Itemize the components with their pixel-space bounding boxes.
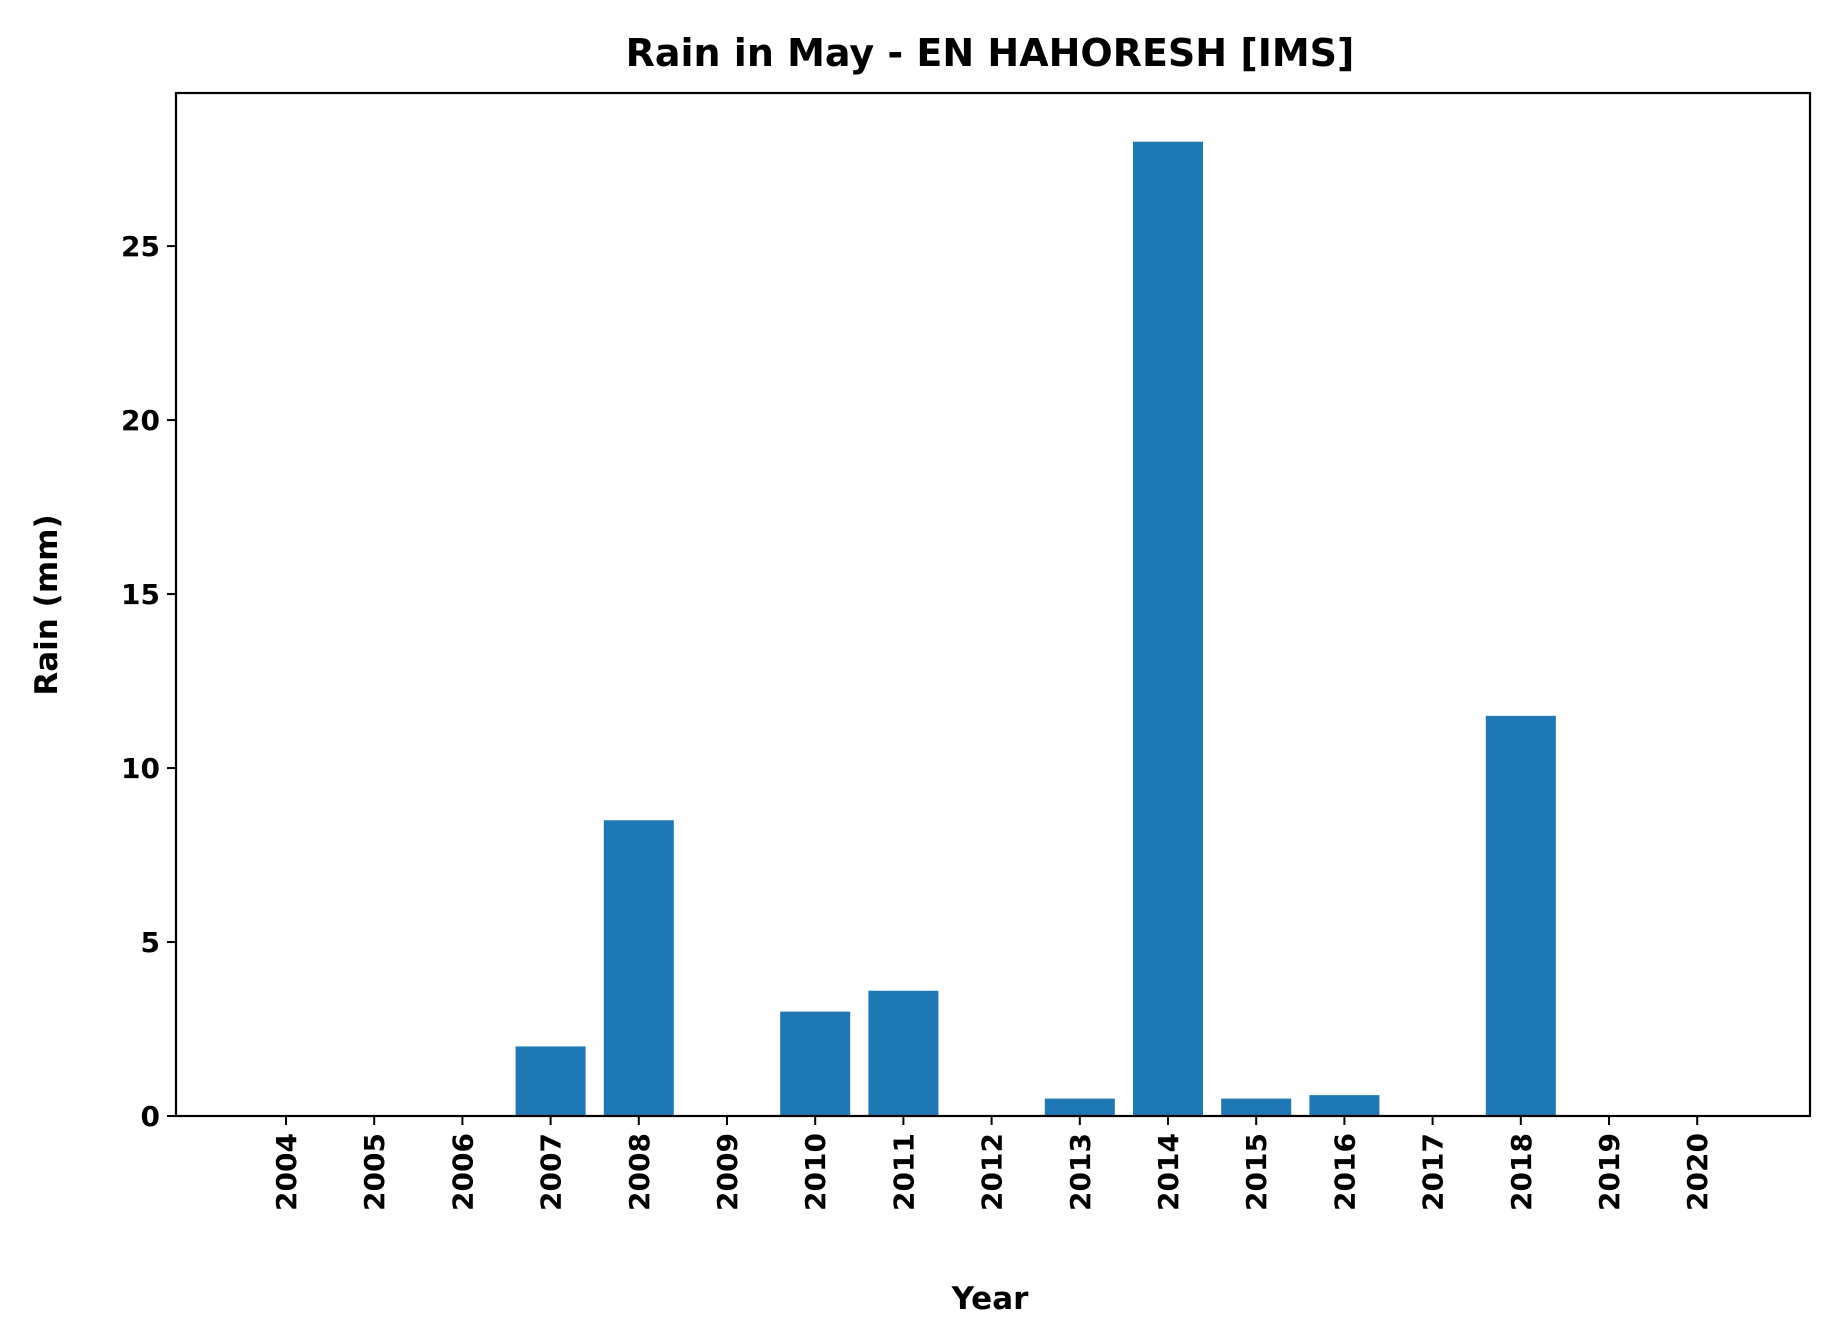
- bar-2018: [1485, 715, 1556, 1116]
- bar-2010: [780, 1011, 851, 1116]
- bar-2013: [1044, 1098, 1115, 1116]
- x-tick-label: 2010: [799, 1133, 832, 1211]
- x-tick-label: 2005: [358, 1133, 391, 1211]
- y-tick-label: 25: [121, 230, 160, 263]
- plot-frame: [174, 91, 1812, 1118]
- x-tick-label: 2013: [1064, 1133, 1097, 1211]
- x-tick-label: 2017: [1417, 1133, 1450, 1211]
- x-tick-label: 2020: [1681, 1133, 1714, 1211]
- x-ticks-group: 2004 2005 2006 2007 2008 2009 2010 2011 2012 2013…: [270, 1116, 1714, 1211]
- x-axis-label: Year: [951, 1281, 1030, 1317]
- bars-group: [515, 141, 1556, 1116]
- x-tick-label: 2015: [1240, 1133, 1273, 1211]
- y-tick-label: 0: [141, 1100, 160, 1133]
- y-tick-label: 15: [121, 578, 160, 611]
- chart-title: Rain in May - EN HAHORESH [IMS]: [626, 31, 1355, 75]
- y-axis-label: Rain (mm): [29, 514, 65, 695]
- x-tick-label: 2008: [623, 1133, 656, 1211]
- x-tick-label: 2019: [1593, 1133, 1626, 1211]
- x-tick-label: 2004: [270, 1133, 303, 1211]
- x-tick-label: 2007: [535, 1133, 568, 1211]
- x-tick-label: 2018: [1505, 1133, 1538, 1211]
- x-tick-label: 2016: [1328, 1133, 1361, 1211]
- bar-2007: [515, 1046, 586, 1116]
- x-tick-label: 2014: [1152, 1133, 1185, 1211]
- y-tick-label: 5: [141, 926, 160, 959]
- x-tick-label: 2011: [887, 1133, 920, 1211]
- bar-2016: [1309, 1095, 1380, 1116]
- x-tick-label: 2009: [711, 1133, 744, 1211]
- y-ticks-group: 0 5 10 15 20 25: [121, 230, 176, 1133]
- bar-2014: [1133, 141, 1203, 1116]
- bar-2008: [603, 820, 674, 1116]
- y-tick-label: 10: [121, 752, 160, 785]
- bar-2011: [868, 990, 939, 1116]
- y-tick-label: 20: [121, 404, 160, 437]
- x-tick-label: 2012: [976, 1133, 1009, 1211]
- x-tick-label: 2006: [446, 1133, 479, 1211]
- bar-2015: [1221, 1098, 1292, 1116]
